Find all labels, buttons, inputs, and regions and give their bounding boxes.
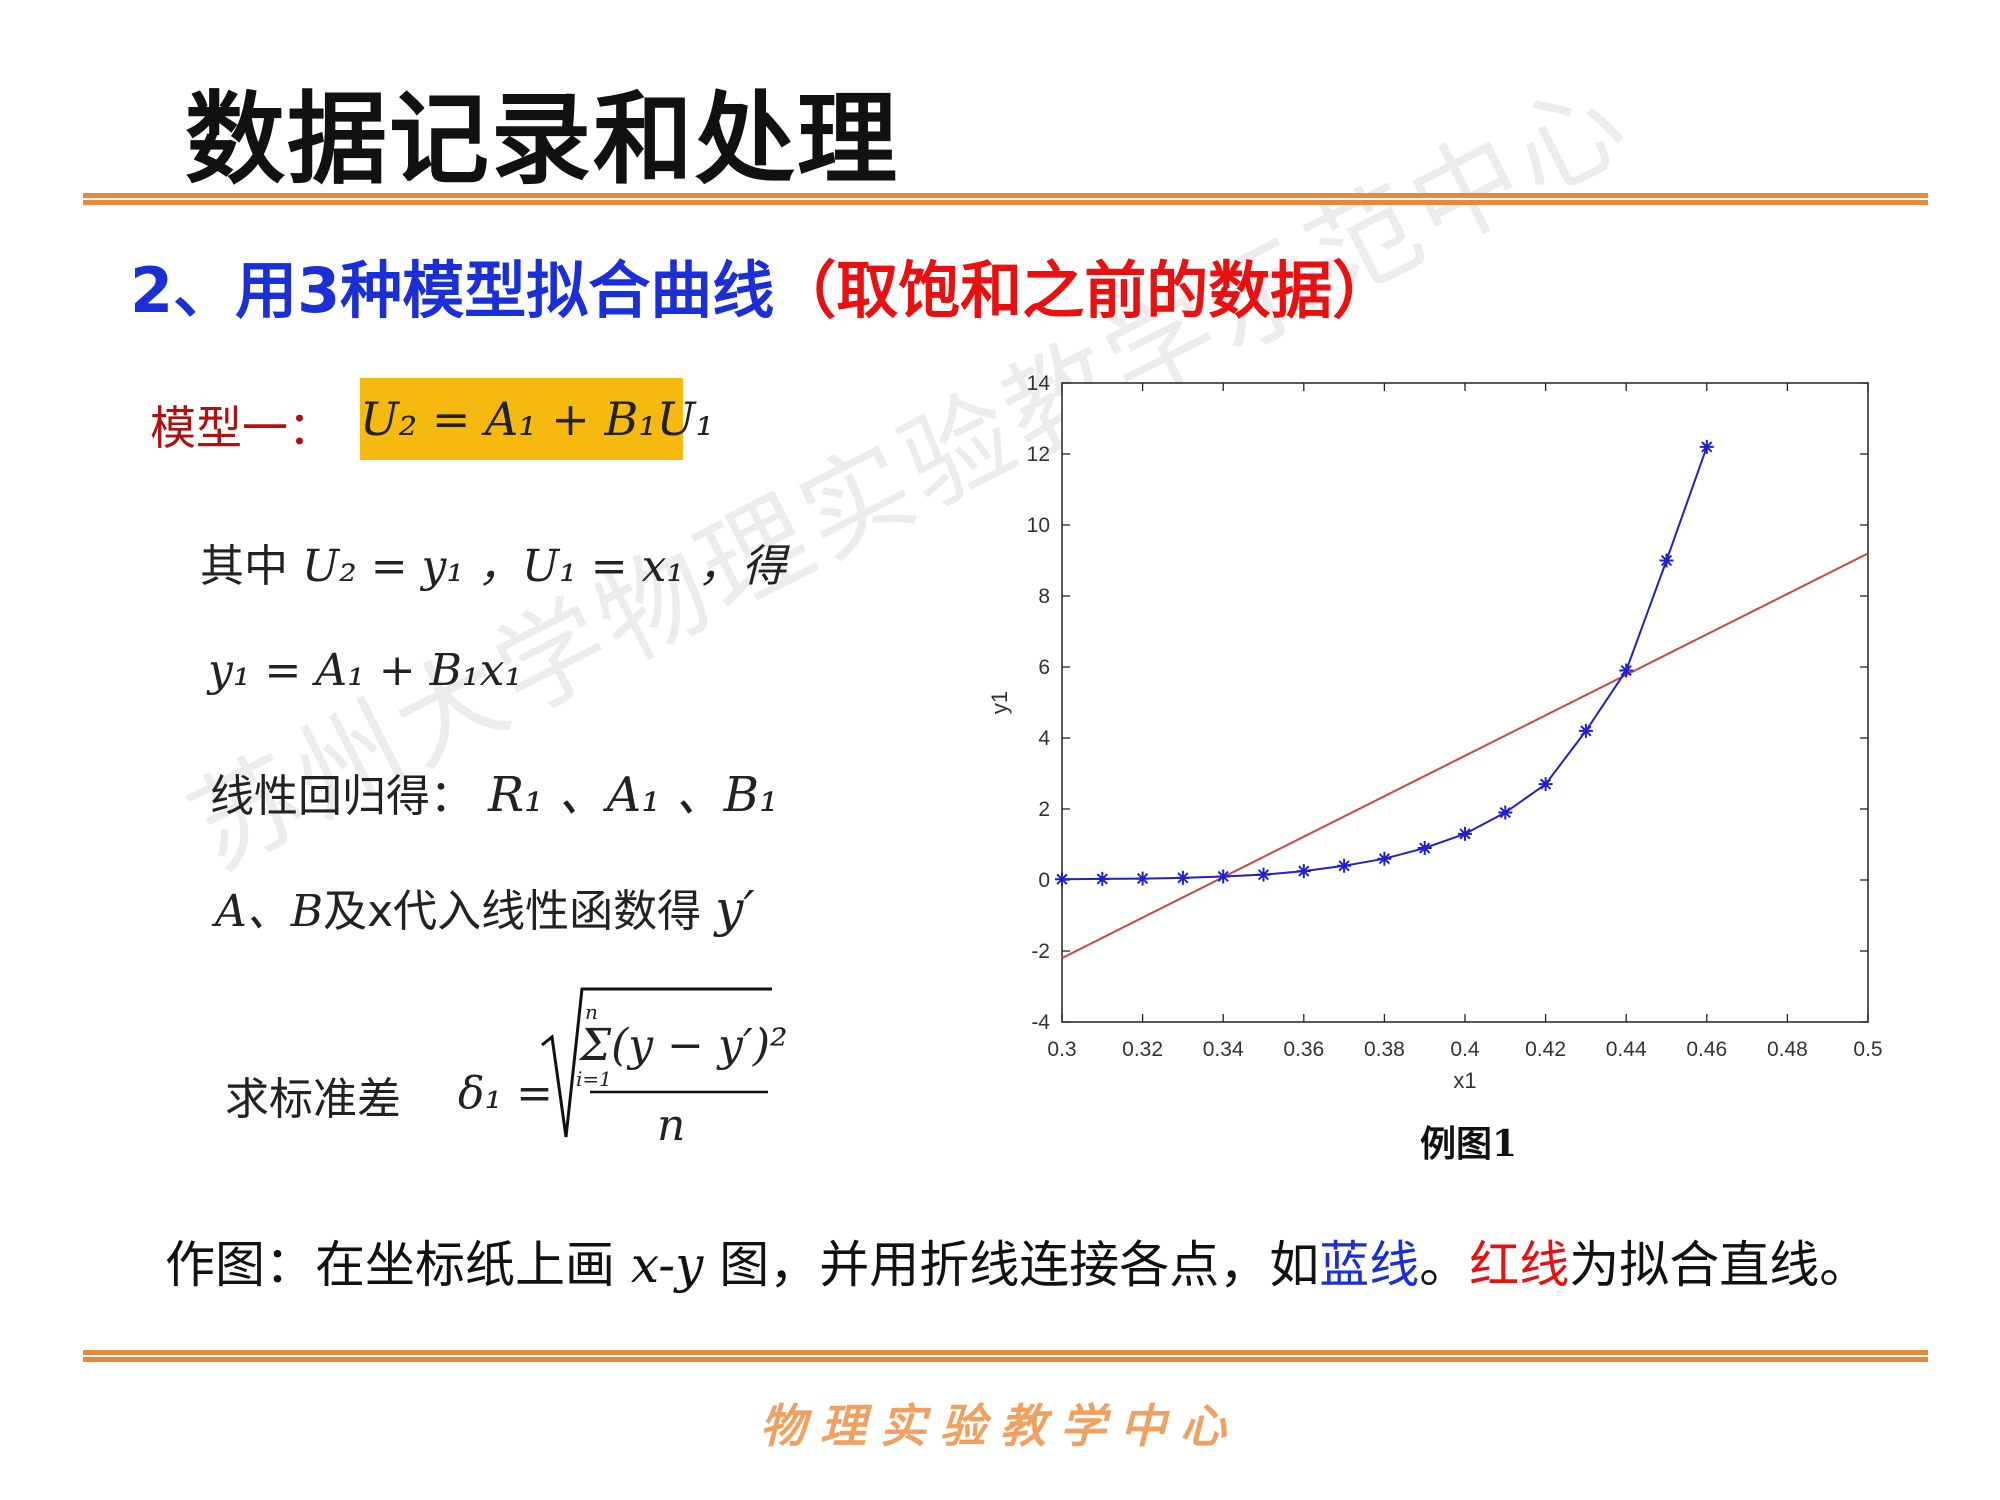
plot-area bbox=[1061, 382, 1869, 1023]
data-point bbox=[1619, 663, 1634, 678]
formula: y₁ = A₁ + B₁x₁ bbox=[208, 645, 523, 696]
data-point bbox=[1135, 871, 1150, 886]
text: 其中 bbox=[200, 541, 288, 592]
data-point bbox=[1417, 841, 1432, 856]
y-tick-label: 6 bbox=[1038, 656, 1050, 679]
data-point bbox=[1699, 439, 1714, 454]
y-tick-label: 8 bbox=[1038, 585, 1050, 608]
data-point bbox=[1377, 851, 1392, 866]
y-tick-label: 2 bbox=[1038, 798, 1050, 821]
text: 图，并用折线连接各点，如 bbox=[703, 1236, 1320, 1294]
formula: U₂ = y₁ ，U₁ = x₁ ，得 bbox=[302, 541, 787, 592]
bottom-rule bbox=[83, 1350, 1928, 1362]
x-tick-label: 0.5 bbox=[1853, 1038, 1882, 1061]
text: 作图：在坐标纸上画 bbox=[165, 1236, 631, 1294]
x-tick-label: 0.34 bbox=[1203, 1038, 1244, 1061]
subtitle-note: （取饱和之前的数据） bbox=[774, 254, 1395, 327]
note: 作图：在坐标纸上画 x-y 图，并用折线连接各点，如蓝线。红线为拟合直线。 bbox=[165, 1225, 1869, 1297]
formula: n bbox=[657, 1100, 686, 1151]
formula: R₁ 、A₁ 、B₁ bbox=[488, 767, 779, 823]
formula: Σ(y − y′)² bbox=[580, 1020, 788, 1071]
model-formula: U₂ = A₁ + B₁U₁ bbox=[360, 378, 714, 460]
y-tick-label: -2 bbox=[1031, 940, 1050, 963]
slide-title: 数据记录和处理 bbox=[185, 81, 899, 198]
formula: y′ bbox=[715, 880, 755, 938]
formula: i=1 bbox=[576, 1067, 612, 1091]
data-point bbox=[1095, 871, 1110, 886]
y-tick-label: 10 bbox=[1027, 514, 1050, 537]
data-point bbox=[1055, 872, 1069, 887]
x-tick-label: 0.36 bbox=[1283, 1038, 1324, 1061]
x-tick-label: 0.32 bbox=[1122, 1038, 1163, 1061]
x-axis-label: x1 bbox=[1453, 1068, 1476, 1093]
x-tick-label: 0.38 bbox=[1364, 1038, 1405, 1061]
data-point bbox=[1216, 869, 1231, 884]
sqrt-sign bbox=[541, 987, 772, 1138]
y-tick-label: -4 bbox=[1031, 1011, 1050, 1034]
top-rule bbox=[83, 193, 1928, 205]
x-tick-label: 0.44 bbox=[1606, 1038, 1647, 1061]
data-point bbox=[1296, 864, 1311, 879]
y-tick-label: 12 bbox=[1027, 443, 1050, 466]
data-point bbox=[1256, 867, 1271, 882]
text: 求标准差 bbox=[225, 1074, 401, 1125]
text: x-y bbox=[630, 1236, 704, 1294]
data-point bbox=[1175, 870, 1190, 885]
x-tick-label: 0.3 bbox=[1047, 1038, 1076, 1061]
text: 红线 bbox=[1469, 1236, 1570, 1294]
model-label: 模型一： bbox=[150, 401, 334, 455]
data-point bbox=[1659, 553, 1674, 568]
x-tick-label: 0.4 bbox=[1450, 1038, 1480, 1061]
data-point bbox=[1498, 805, 1513, 820]
y-axis-label: y1 bbox=[987, 691, 1012, 714]
text-line: 线性回归得： R₁ 、A₁ 、B₁ bbox=[210, 755, 778, 825]
footer: 物理实验教学中心 bbox=[760, 1399, 1240, 1453]
x-tick-label: 0.48 bbox=[1767, 1038, 1808, 1061]
y-tick-label: 0 bbox=[1038, 869, 1050, 892]
formula: n bbox=[585, 1000, 598, 1024]
x-tick-label: 0.46 bbox=[1686, 1038, 1727, 1061]
text-line: A、B及x代入线性函数得 y′ bbox=[215, 875, 755, 939]
chart: 0.3 0.32 0.34 0.36 0.38 0.4 0.42 0.44 0.46 0.48 0.… bbox=[987, 372, 1883, 1093]
subtitle-main: 2、用3种模型拟合曲线 bbox=[130, 254, 775, 327]
figure-caption: 例图1 bbox=[1420, 1123, 1518, 1165]
series-line bbox=[1062, 552, 1868, 959]
text: 线性回归得： bbox=[210, 771, 474, 822]
text-line: 其中 U₂ = y₁ ，U₁ = x₁ ，得 bbox=[200, 530, 786, 594]
x-tick-label: 0.42 bbox=[1525, 1038, 1566, 1061]
y-tick-label: 4 bbox=[1038, 727, 1050, 750]
y-tick-label: 14 bbox=[1027, 372, 1051, 395]
subtitle: 2、用3种模型拟合曲线（取饱和之前的数据） bbox=[130, 240, 1394, 330]
formula: δ₁ = bbox=[458, 1068, 553, 1119]
data-point bbox=[1458, 826, 1472, 841]
text: 为拟合直线。 bbox=[1569, 1236, 1870, 1294]
data-point bbox=[1578, 723, 1593, 738]
text: 。 bbox=[1419, 1236, 1470, 1294]
data-point bbox=[1337, 858, 1352, 873]
data-point bbox=[1538, 777, 1553, 792]
formula: A、B bbox=[215, 886, 324, 937]
text: 及x代入线性函数得 bbox=[323, 886, 702, 937]
text: 蓝线 bbox=[1319, 1236, 1420, 1294]
